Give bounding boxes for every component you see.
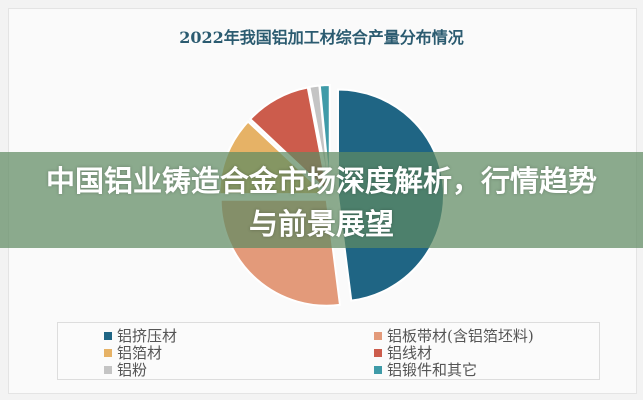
legend-swatch (374, 348, 382, 357)
legend-item: 铝线材 (374, 342, 432, 363)
legend-label: 铝箔材 (117, 344, 163, 362)
legend-item: 铝挤压材 (104, 325, 177, 346)
legend-label: 铝板带材(含铝箔坯料) (387, 327, 534, 345)
legend: 铝挤压材 铝板带材(含铝箔坯料) 铝箔材 铝线材铝粉 铝锻件和其它 (57, 322, 600, 380)
legend-label: 铝线材 (387, 344, 433, 362)
headline-banner (0, 152, 643, 248)
legend-label: 铝挤压材 (117, 327, 178, 345)
legend-swatch (374, 331, 382, 340)
legend-swatch (104, 348, 112, 357)
legend-swatch (104, 331, 112, 340)
legend-item: 铝粉 (104, 359, 147, 380)
legend-swatch (374, 365, 382, 374)
legend-item: 铝箔材 (104, 342, 162, 363)
legend-swatch (104, 365, 112, 374)
headline: 中国铝业铸造合金市场深度解析，行情趋势与前景展望 (45, 164, 597, 241)
chart-title: 2022年我国铝加工材综合产量分布情况 (179, 28, 464, 47)
legend-item: 铝锻件和其它 (374, 359, 477, 380)
legend-item: 铝板带材(含铝箔坯料) (374, 325, 534, 346)
legend-label: 铝粉 (117, 361, 148, 379)
legend-label: 铝锻件和其它 (387, 361, 478, 379)
